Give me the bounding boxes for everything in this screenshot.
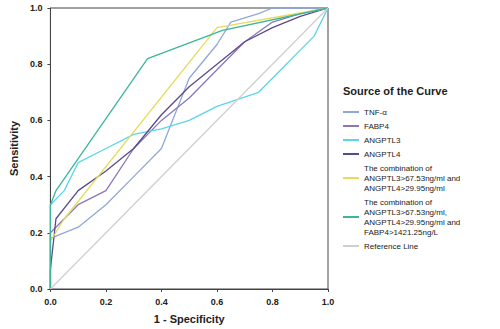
svg-text:0.4: 0.4 — [155, 297, 168, 307]
svg-text:ANGPTL3>67.53ng/ml,: ANGPTL3>67.53ng/ml, — [364, 208, 449, 217]
svg-text:0.4: 0.4 — [30, 172, 43, 182]
svg-text:0.6: 0.6 — [211, 297, 224, 307]
svg-text:0.2: 0.2 — [100, 297, 113, 307]
svg-text:ANGPTL4>29.95ng/ml: ANGPTL4>29.95ng/ml — [364, 184, 445, 193]
svg-text:1.0: 1.0 — [322, 297, 335, 307]
svg-text:0.2: 0.2 — [30, 228, 43, 238]
svg-text:The combination of: The combination of — [364, 198, 434, 207]
svg-text:0.0: 0.0 — [30, 284, 43, 294]
svg-text:1.0: 1.0 — [30, 3, 43, 13]
svg-text:1 - Specificity: 1 - Specificity — [154, 313, 226, 325]
svg-text:0.8: 0.8 — [30, 59, 43, 69]
svg-text:Sensitivity: Sensitivity — [8, 120, 20, 176]
svg-text:TNF-α: TNF-α — [364, 108, 387, 117]
svg-text:ANGPTL4>29.95ng/ml and: ANGPTL4>29.95ng/ml and — [364, 218, 463, 227]
svg-text:0.0: 0.0 — [44, 297, 57, 307]
svg-text:0.6: 0.6 — [30, 115, 43, 125]
svg-text:ANGPTL4: ANGPTL4 — [364, 150, 401, 159]
svg-text:0.8: 0.8 — [266, 297, 279, 307]
svg-text:FABP4>1421.25ng/L: FABP4>1421.25ng/L — [364, 228, 439, 237]
svg-text:ANGPTL3: ANGPTL3 — [364, 136, 401, 145]
svg-text:Reference Line: Reference Line — [364, 242, 419, 251]
svg-text:The combination of: The combination of — [364, 164, 434, 173]
svg-text:ANGPTL3>67.53ng/ml and: ANGPTL3>67.53ng/ml and — [364, 174, 463, 183]
svg-text:FABP4: FABP4 — [364, 122, 389, 131]
svg-text:Source of the Curve: Source of the Curve — [343, 85, 448, 97]
